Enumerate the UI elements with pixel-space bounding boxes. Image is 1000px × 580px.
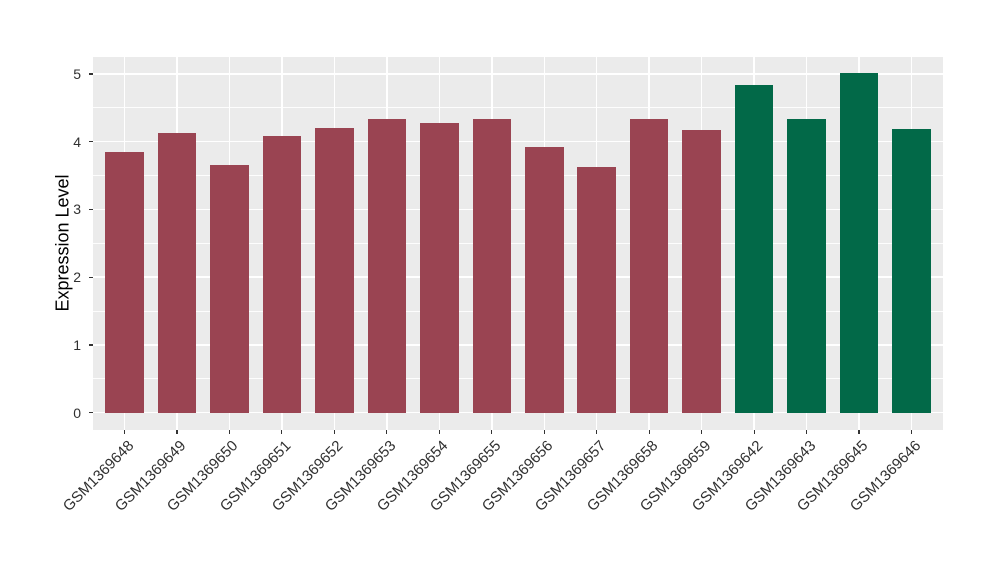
x-tick-mark (701, 430, 703, 434)
gridline-horizontal-major (93, 208, 943, 211)
bar-GSM1369649 (157, 132, 197, 413)
x-tick-mark (281, 430, 283, 434)
gridline-horizontal-major (93, 276, 943, 278)
bar-GSM1369659 (682, 129, 721, 413)
x-tick-mark (910, 430, 913, 434)
x-tick-mark (228, 430, 231, 434)
y-tick-mark (88, 344, 93, 346)
bar-GSM1369642 (734, 84, 774, 413)
x-tick-mark (648, 430, 650, 434)
x-tick-mark (806, 430, 808, 434)
x-tick-mark (596, 430, 598, 434)
y-tick-mark (88, 73, 93, 75)
y-tick-label: 0 (73, 404, 81, 421)
y-tick-label: 1 (73, 336, 81, 353)
bar-GSM1369648 (105, 151, 144, 413)
gridline-horizontal-major (93, 73, 943, 75)
y-tick-label: 5 (73, 66, 81, 82)
bar-GSM1369655 (472, 118, 512, 413)
y-tick-mark (88, 276, 93, 278)
bar-GSM1369646 (892, 128, 931, 413)
gridline-horizontal-minor (93, 242, 943, 244)
bar-GSM1369652 (315, 127, 354, 413)
y-tick-mark (88, 208, 93, 211)
y-tick-mark (88, 412, 93, 414)
gridline-horizontal-minor (93, 310, 943, 312)
gridline-horizontal-major (93, 344, 943, 346)
bar-GSM1369654 (420, 123, 459, 413)
x-tick-mark (543, 430, 545, 434)
x-tick-mark (858, 430, 860, 434)
gridline-horizontal-minor (93, 378, 943, 380)
y-tick-label: 2 (73, 269, 81, 286)
bar-GSM1369657 (577, 167, 616, 413)
bar-GSM1369645 (839, 72, 879, 413)
gridline-horizontal-major (93, 411, 943, 414)
x-tick-mark (386, 430, 388, 434)
x-tick-mark (753, 430, 755, 434)
bar-GSM1369643 (787, 119, 826, 413)
gridline-horizontal-minor (93, 107, 943, 109)
gridline-horizontal-major (93, 140, 943, 143)
x-tick-mark (123, 430, 126, 434)
plot-panel (93, 57, 943, 430)
x-tick-mark (438, 430, 440, 434)
y-tick-mark (88, 141, 93, 143)
bar-GSM1369651 (262, 135, 302, 413)
bar-GSM1369658 (629, 118, 669, 413)
x-tick-mark (176, 430, 178, 434)
y-axis-title: Expression Level (52, 174, 73, 312)
bar-GSM1369653 (367, 119, 407, 413)
y-tick-label: 3 (73, 201, 81, 218)
x-tick-mark (333, 430, 335, 434)
x-tick-mark (491, 430, 493, 434)
bar-GSM1369650 (210, 164, 249, 413)
bar-GSM1369656 (525, 147, 564, 413)
y-tick-label: 4 (73, 133, 81, 150)
gridline-horizontal-minor (93, 175, 943, 176)
